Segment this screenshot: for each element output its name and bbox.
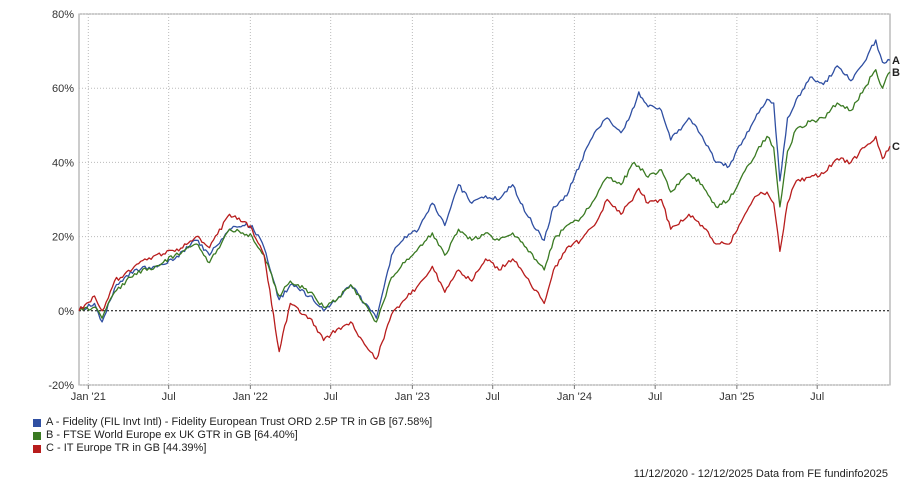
- series-end-label-c: C: [892, 141, 900, 153]
- x-tick-label: Jul: [162, 391, 176, 403]
- legend-swatch-b: [33, 431, 41, 440]
- x-tick-label: Jul: [810, 391, 824, 403]
- x-tick-label: Jul: [486, 391, 500, 403]
- series-end-label-a: A: [892, 55, 900, 67]
- y-tick-label: -20%: [48, 380, 74, 392]
- x-tick-label: Jan '22: [233, 391, 268, 403]
- series-line-b: [78, 69, 891, 323]
- legend-item-b: B - FTSE World Europe ex UK GTR in GB [6…: [33, 429, 432, 442]
- chart-area: -20% 0% 20% 40% 60% 80% Jan '21 Jul Jan '22 Jul Ja…: [48, 9, 900, 403]
- series-line-c: [78, 135, 891, 360]
- series-end-label-b: B: [892, 67, 900, 79]
- x-tick-label: Jul: [648, 391, 662, 403]
- legend-label-a: A - Fidelity (FIL Invt Intl) - Fidelity …: [46, 416, 433, 428]
- y-tick-label: 80%: [52, 9, 74, 21]
- legend-swatch-a: [33, 418, 41, 427]
- legend-item-a: A - Fidelity (FIL Invt Intl) - Fidelity …: [33, 416, 432, 429]
- date-range-footer: 11/12/2020 - 12/12/2025 Data from FE fun…: [633, 468, 888, 480]
- x-tick-label: Jan '24: [557, 391, 592, 403]
- legend-item-c: C - IT Europe TR in GB [44.39%]: [33, 442, 432, 455]
- y-tick-label: 20%: [52, 232, 74, 244]
- x-tick-label: Jan '23: [395, 391, 430, 403]
- plot-frame: [78, 13, 891, 386]
- y-tick-label: 40%: [52, 157, 74, 169]
- x-tick-label: Jul: [324, 391, 338, 403]
- x-tick-label: Jan '25: [719, 391, 754, 403]
- legend-label-b: B - FTSE World Europe ex UK GTR in GB [6…: [46, 429, 298, 441]
- x-tick-label: Jan '21: [71, 391, 106, 403]
- legend-swatch-c: [33, 444, 41, 453]
- y-tick-label: 0%: [58, 306, 74, 318]
- legend: A - Fidelity (FIL Invt Intl) - Fidelity …: [33, 416, 432, 455]
- legend-label-c: C - IT Europe TR in GB [44.39%]: [46, 442, 207, 454]
- y-tick-label: 60%: [52, 83, 74, 95]
- series-line-a: [78, 39, 891, 323]
